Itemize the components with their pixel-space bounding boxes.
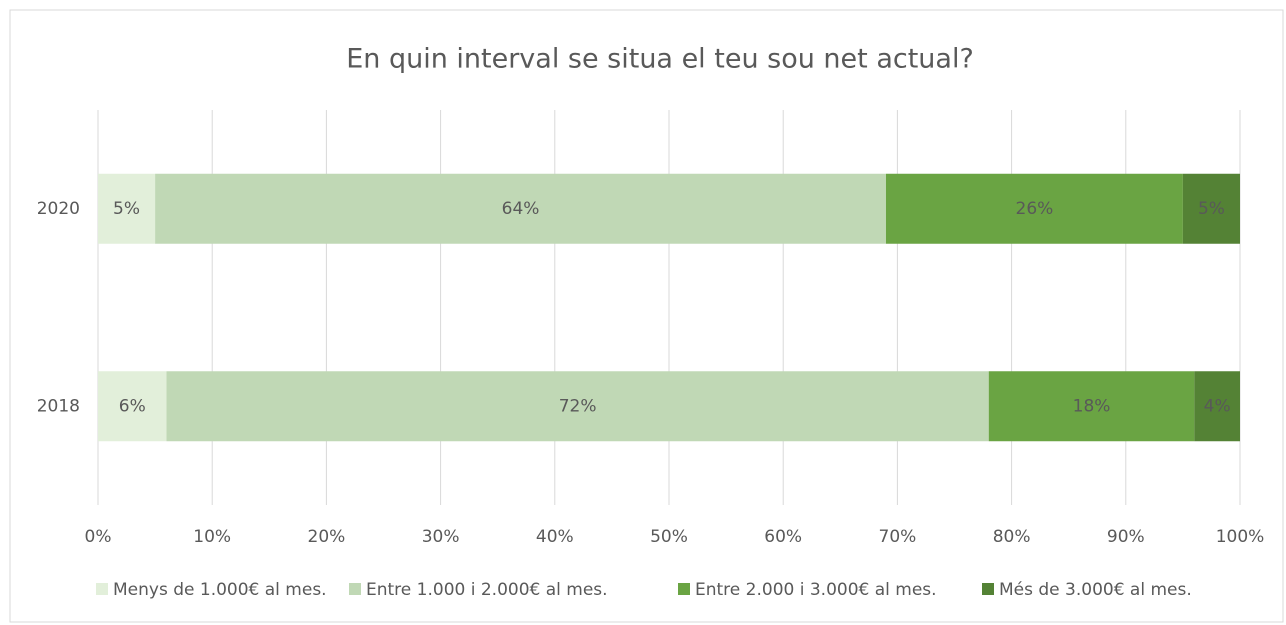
bar-segment <box>98 173 156 244</box>
chart-border <box>9 9 1284 623</box>
data-label: 4% <box>1204 396 1231 416</box>
legend-swatch <box>349 583 361 595</box>
legend-swatch <box>96 583 108 595</box>
data-label: 5% <box>1198 199 1225 219</box>
data-label: 18% <box>1073 396 1111 416</box>
x-tick-label: 10% <box>193 527 231 547</box>
x-tick-label: 50% <box>650 527 688 547</box>
bar-segment <box>885 173 1183 244</box>
data-label: 72% <box>559 396 597 416</box>
legend-label: Més de 3.000€ al mes. <box>999 580 1192 600</box>
data-label: 6% <box>119 396 146 416</box>
chart-title: En quin interval se situa el teu sou net… <box>346 44 974 75</box>
legend-label: Entre 1.000 i 2.000€ al mes. <box>366 580 608 600</box>
y-tick-label: 2018 <box>37 396 80 416</box>
x-tick-label: 60% <box>764 527 802 547</box>
bar-segment <box>155 173 886 244</box>
data-label: 26% <box>1016 199 1054 219</box>
legend-label: Entre 2.000 i 3.000€ al mes. <box>695 580 937 600</box>
x-tick-label: 30% <box>422 527 460 547</box>
legend-swatch <box>678 583 690 595</box>
bar-segment <box>98 371 167 442</box>
data-label: 5% <box>113 199 140 219</box>
bar-segment <box>988 371 1195 442</box>
legend-label: Menys de 1.000€ al mes. <box>113 580 327 600</box>
x-tick-label: 90% <box>1107 527 1145 547</box>
x-tick-label: 40% <box>536 527 574 547</box>
x-tick-label: 70% <box>879 527 917 547</box>
legend-swatch <box>982 583 994 595</box>
bar-segment <box>166 371 989 442</box>
data-label: 64% <box>502 199 540 219</box>
bar-segment <box>1182 173 1240 244</box>
x-tick-label: 20% <box>308 527 346 547</box>
x-tick-label: 100% <box>1216 527 1265 547</box>
y-tick-label: 2020 <box>37 199 80 219</box>
x-tick-label: 0% <box>85 527 112 547</box>
x-tick-label: 80% <box>993 527 1031 547</box>
bar-segment <box>1194 371 1240 442</box>
